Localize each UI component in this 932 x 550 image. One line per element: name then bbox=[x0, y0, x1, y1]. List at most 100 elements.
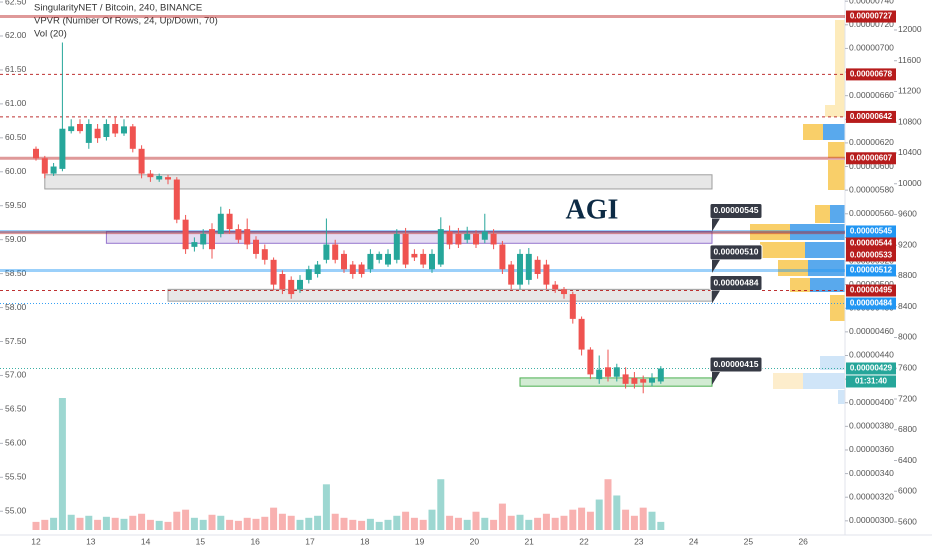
candle-body bbox=[226, 213, 233, 230]
y-tick-label: 0.00000500 bbox=[849, 279, 894, 289]
y3-tick-label: 57.50 bbox=[5, 336, 27, 346]
candle-body bbox=[200, 233, 207, 245]
callout-label: 0.00000484 bbox=[714, 277, 759, 287]
y2-tick-label: 5600 bbox=[898, 516, 917, 526]
y3-tick-label: 59.00 bbox=[5, 234, 27, 244]
volume-bar bbox=[463, 519, 471, 530]
level-label: 0.00000545 bbox=[850, 227, 893, 236]
candle-body bbox=[235, 229, 242, 240]
candle-body bbox=[261, 249, 268, 260]
y2-tick-label: 7200 bbox=[898, 393, 917, 403]
volume-bar bbox=[340, 517, 348, 530]
candle-body bbox=[50, 166, 57, 174]
candle-body bbox=[138, 148, 145, 174]
volume-bar bbox=[67, 514, 75, 530]
volume-bar bbox=[138, 513, 146, 530]
level-label: 0.00000678 bbox=[850, 70, 893, 79]
y-tick-label: 0.00000320 bbox=[849, 491, 894, 501]
x-tick-label: 25 bbox=[744, 536, 754, 546]
volume-bar bbox=[111, 517, 119, 530]
candle-body bbox=[41, 158, 48, 174]
candle-body bbox=[68, 126, 75, 132]
volume-bar bbox=[498, 503, 506, 530]
volume-bar bbox=[481, 517, 489, 530]
level-label-box bbox=[846, 110, 896, 123]
candle-body bbox=[270, 259, 277, 285]
price-zone bbox=[167, 288, 713, 302]
level-label: 0.00000484 bbox=[850, 299, 893, 308]
symbol-title: SingularityNET / Bitcoin, 240, BINANCE bbox=[34, 3, 202, 14]
level-label-box bbox=[846, 237, 896, 250]
volume-bar bbox=[287, 515, 295, 530]
y-tick-label: 0.00000700 bbox=[849, 43, 894, 53]
candle-body bbox=[587, 349, 594, 375]
candle-body bbox=[358, 264, 365, 274]
volume-bar bbox=[146, 519, 154, 530]
volume-bar bbox=[560, 515, 568, 530]
profile-bar bbox=[805, 242, 845, 258]
callout-box bbox=[709, 275, 763, 292]
candle-body bbox=[385, 253, 391, 265]
candle-body bbox=[376, 253, 383, 260]
candle-body bbox=[446, 231, 453, 245]
volume-bar bbox=[305, 517, 313, 530]
y2-tick-label: 6800 bbox=[898, 424, 917, 434]
volume-bar bbox=[349, 519, 357, 530]
y2-tick-label: 10800 bbox=[898, 116, 922, 126]
volume-bar bbox=[630, 515, 638, 530]
y3-tick-label: 61.50 bbox=[5, 64, 27, 74]
candle-body bbox=[499, 244, 506, 270]
y2-tick-label: 7600 bbox=[898, 362, 917, 372]
y-tick-label: 0.00000460 bbox=[849, 326, 894, 336]
candle-body bbox=[147, 173, 154, 178]
volume-bar bbox=[639, 507, 647, 530]
level-label: 0.00000533 bbox=[850, 251, 893, 260]
profile-bar bbox=[790, 278, 810, 292]
volume-bar bbox=[120, 518, 128, 530]
volume-bar bbox=[569, 509, 577, 530]
y-tick-label: 0.00000380 bbox=[849, 421, 894, 431]
candle-body bbox=[508, 264, 515, 285]
candle-body bbox=[165, 177, 171, 180]
y3-tick-label: 55.00 bbox=[5, 505, 27, 515]
annotation: AGI bbox=[566, 194, 619, 225]
volume-bar bbox=[129, 515, 137, 530]
y2-tick-label: 6400 bbox=[898, 455, 917, 465]
level-label: 0.00000544 bbox=[850, 239, 893, 248]
candle-body bbox=[393, 233, 400, 260]
y3-tick-label: 56.50 bbox=[5, 404, 27, 414]
volume-bar bbox=[648, 511, 656, 530]
y2-tick-label: 11200 bbox=[898, 86, 921, 96]
volume-bar bbox=[94, 519, 102, 530]
level-label-box bbox=[846, 284, 896, 297]
callout-label: 0.00000415 bbox=[714, 359, 759, 369]
candle-body bbox=[341, 253, 347, 270]
volume-bar bbox=[226, 519, 234, 530]
candle-body bbox=[631, 377, 638, 384]
candle-body bbox=[217, 213, 224, 234]
x-tick-label: 18 bbox=[360, 536, 370, 546]
x-tick-label: 24 bbox=[689, 536, 699, 546]
callout-box bbox=[709, 356, 763, 373]
volume-bar bbox=[384, 519, 392, 530]
profile-bar bbox=[815, 205, 830, 223]
volume-bar bbox=[622, 509, 630, 530]
volume-bar bbox=[155, 520, 163, 530]
x-tick-label: 12 bbox=[31, 536, 41, 546]
volume-bar bbox=[182, 509, 190, 530]
volume-title: Vol (20) bbox=[34, 29, 67, 40]
callout-label: 0.00000510 bbox=[714, 247, 759, 257]
profile-bar bbox=[835, 20, 845, 115]
profile-bar bbox=[810, 278, 845, 292]
price-zone bbox=[44, 174, 713, 190]
y2-tick-label: 6000 bbox=[898, 486, 917, 496]
candle-body bbox=[517, 253, 523, 285]
y-tick-label: 0.00000440 bbox=[849, 350, 894, 360]
volume-bar bbox=[516, 514, 524, 530]
volume-bar bbox=[604, 479, 612, 530]
level-label-box bbox=[846, 225, 896, 238]
volume-bar bbox=[199, 519, 207, 530]
candle-body bbox=[288, 279, 295, 295]
candle-body bbox=[490, 233, 497, 245]
